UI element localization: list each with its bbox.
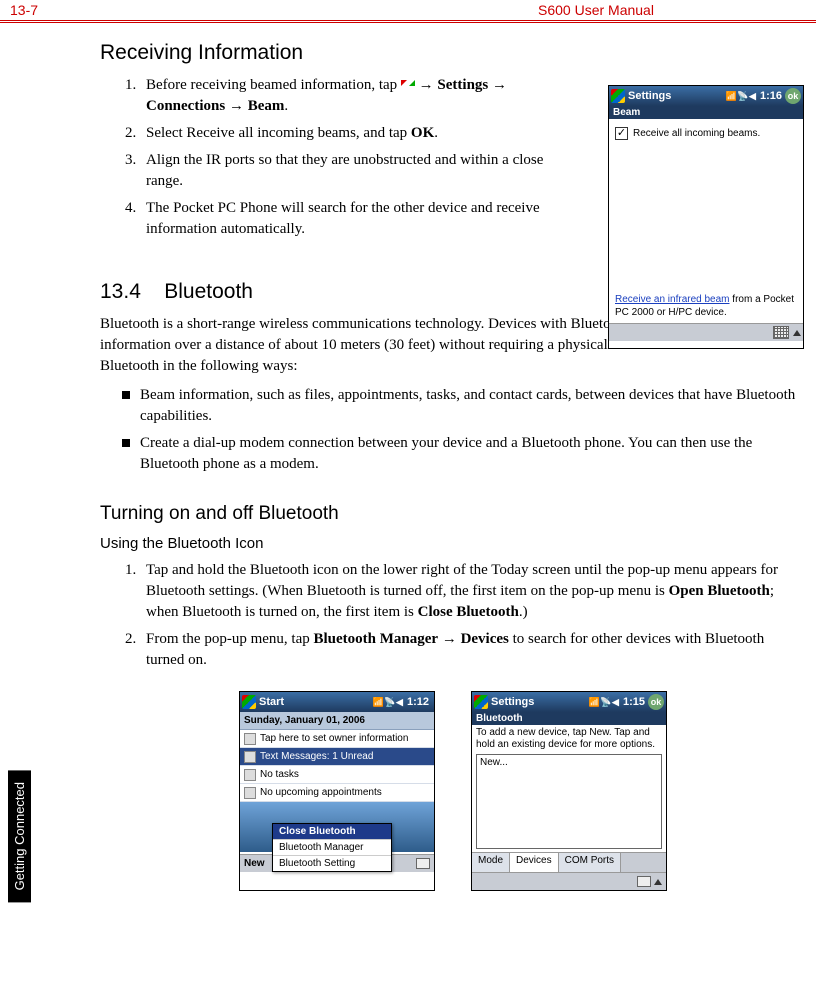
subsection-using-icon: Using the Bluetooth Icon	[100, 535, 806, 552]
clock-label: 1:15	[623, 696, 645, 708]
wm-titlebar: Settings 📶 📡 ◀ 1:15 ok	[472, 692, 666, 712]
receiving-step-4: The Pocket PC Phone will search for the …	[140, 198, 580, 240]
keyboard-icon[interactable]	[637, 876, 651, 887]
start-flag-icon	[242, 695, 256, 709]
owner-icon	[244, 733, 256, 745]
ok-button[interactable]: ok	[648, 694, 664, 710]
today-row-appts[interactable]: No upcoming appointments	[240, 784, 434, 802]
popup-bluetooth-manager[interactable]: Bluetooth Manager	[273, 840, 391, 856]
tab-devices[interactable]: Devices	[510, 853, 559, 872]
wm-titlebar: Start 📶 📡 ◀ 1:12	[240, 692, 434, 712]
bluetooth-body: To add a new device, tap New. Tap and ho…	[472, 725, 666, 867]
wm-subtitle: Bluetooth	[472, 712, 666, 725]
signal-icon: 📶 📡 ◀	[373, 697, 402, 708]
wm-title: Start	[259, 696, 371, 708]
tab-mode[interactable]: Mode	[472, 853, 510, 872]
wm-bottombar	[609, 323, 803, 341]
receiving-steps: Before receiving beamed information, tap…	[100, 75, 580, 240]
section-title-receiving: Receiving Information	[100, 41, 806, 65]
popup-bluetooth-setting[interactable]: Bluetooth Setting	[273, 856, 391, 871]
turning-step-1: Tap and hold the Bluetooth icon on the l…	[140, 560, 806, 623]
checkbox-icon: ✓	[615, 127, 628, 140]
message-icon	[244, 751, 256, 763]
start-flag-icon	[611, 89, 625, 103]
new-device-item[interactable]: New...	[480, 757, 508, 768]
calendar-icon	[244, 787, 256, 799]
new-softkey[interactable]: New	[244, 858, 265, 869]
bluetooth-use-1: Beam information, such as files, appoint…	[122, 385, 806, 427]
wm-subtitle: Beam	[609, 106, 803, 119]
manual-title: S600 User Manual	[408, 2, 806, 18]
turning-steps: Tap and hold the Bluetooth icon on the l…	[100, 560, 806, 671]
popup-close-bluetooth[interactable]: Close Bluetooth	[273, 824, 391, 840]
start-flag-icon	[474, 695, 488, 709]
clock-label: 1:16	[760, 90, 782, 102]
up-arrow-icon[interactable]	[654, 879, 662, 885]
up-arrow-icon[interactable]	[793, 330, 801, 336]
signal-icon: 📶 📡 ◀	[726, 91, 755, 102]
signal-icon: 📶 📡 ◀	[589, 697, 618, 708]
bluetooth-use-2: Create a dial-up modem connection betwee…	[122, 433, 806, 475]
subsection-turning: Turning on and off Bluetooth	[100, 503, 806, 525]
ok-button[interactable]: ok	[785, 88, 801, 104]
device-listbox[interactable]: New...	[476, 754, 662, 849]
receive-ir-link[interactable]: Receive an infrared beam	[615, 294, 730, 305]
keyboard-icon[interactable]	[416, 858, 430, 869]
today-row-messages[interactable]: Text Messages: 1 Unread	[240, 748, 434, 766]
date-row: Sunday, January 01, 2006	[240, 712, 434, 730]
bluetooth-tabs: Mode Devices COM Ports	[472, 852, 666, 872]
checkbox-label: Receive all incoming beams.	[633, 128, 760, 139]
bluetooth-hint: To add a new device, tap New. Tap and ho…	[476, 727, 662, 751]
bluetooth-popup-menu: Close Bluetooth Bluetooth Manager Blueto…	[272, 823, 392, 872]
wm-title: Settings	[491, 696, 587, 708]
receiving-step-3: Align the IR ports so that they are unob…	[140, 150, 580, 192]
today-row-owner[interactable]: Tap here to set owner information	[240, 730, 434, 748]
page-header: 13-7 S600 User Manual	[0, 0, 816, 23]
task-icon	[244, 769, 256, 781]
wm-bottombar	[472, 872, 666, 890]
wm-body: ✓ Receive all incoming beams. Receive an…	[609, 119, 803, 323]
keyboard-icon[interactable]	[773, 326, 789, 339]
windows-flag-icon	[401, 80, 415, 92]
today-row-tasks[interactable]: No tasks	[240, 766, 434, 784]
screenshot-beam-settings: Settings 📶 📡 ◀ 1:16 ok Beam ✓ Receive al…	[608, 85, 804, 349]
receive-beams-checkbox[interactable]: ✓ Receive all incoming beams.	[615, 127, 797, 140]
wm-titlebar: Settings 📶 📡 ◀ 1:16 ok	[609, 86, 803, 106]
bluetooth-use-list: Beam information, such as files, appoint…	[100, 385, 806, 475]
tab-com-ports[interactable]: COM Ports	[559, 853, 621, 872]
page-number: 13-7	[10, 2, 408, 18]
receiving-step-2: Select Receive all incoming beams, and t…	[140, 123, 580, 144]
receiving-step-1: Before receiving beamed information, tap…	[140, 75, 580, 117]
screenshot-bluetooth-settings: Settings 📶 📡 ◀ 1:15 ok Bluetooth To add …	[471, 691, 667, 891]
screenshot-start-popup: Start 📶 📡 ◀ 1:12 Sunday, January 01, 200…	[239, 691, 435, 891]
turning-step-2: From the pop-up menu, tap Bluetooth Mana…	[140, 629, 806, 671]
wm-title: Settings	[628, 90, 724, 102]
clock-label: 1:12	[407, 696, 429, 708]
infrared-hint: Receive an infrared beam from a Pocket P…	[615, 293, 797, 319]
